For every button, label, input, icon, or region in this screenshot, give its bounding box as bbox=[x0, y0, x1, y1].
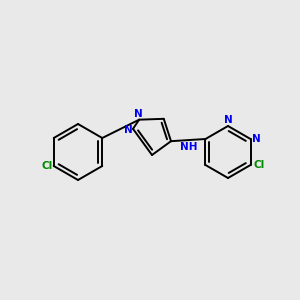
Text: Cl: Cl bbox=[41, 161, 52, 171]
Text: N: N bbox=[134, 109, 142, 119]
Text: N: N bbox=[224, 115, 232, 125]
Text: Cl: Cl bbox=[254, 160, 265, 170]
Text: N: N bbox=[252, 134, 261, 144]
Text: NH: NH bbox=[180, 142, 197, 152]
Text: N: N bbox=[124, 125, 132, 135]
